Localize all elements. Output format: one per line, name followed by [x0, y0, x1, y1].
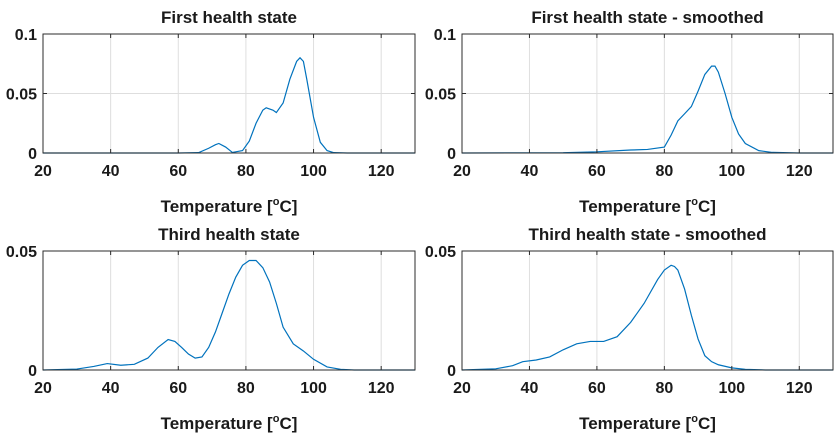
x-tick-label: 120 — [368, 163, 395, 180]
x-tick-label: 120 — [786, 380, 813, 397]
y-tick-label: 0.05 — [6, 244, 37, 261]
x-tick-label: 40 — [102, 380, 120, 397]
y-tick-label: 0.05 — [425, 244, 456, 261]
x-tick-label: 20 — [34, 380, 52, 397]
x-tick-label: 60 — [169, 163, 187, 180]
x-tick-label: 20 — [453, 380, 471, 397]
x-tick-label: 120 — [786, 163, 813, 180]
y-tick-label: 0.1 — [434, 27, 456, 44]
y-tick-label: 0.05 — [6, 87, 37, 104]
panel-third-health-state-smoothed: 20 40 60 80 100 120 0 0.05 Third health state -… — [425, 225, 834, 433]
x-tick-label: 100 — [300, 380, 327, 397]
panel-third-health-state: 20 40 60 80 100 120 0 0.05 Third health state T… — [6, 225, 416, 433]
x-tick-label: 80 — [237, 163, 255, 180]
series-line — [43, 56, 415, 154]
series-line — [461, 65, 833, 154]
chart-title: Third health state - smoothed — [528, 225, 766, 244]
x-tick-label: 20 — [34, 163, 52, 180]
y-tick-label: 0.1 — [15, 27, 37, 44]
series-line — [42, 259, 415, 371]
axes-box — [42, 250, 416, 371]
x-tick-label: 100 — [718, 163, 745, 180]
x-tick-label: 40 — [521, 163, 539, 180]
series-line — [461, 264, 833, 371]
axes-box — [461, 250, 834, 371]
y-tick-label: 0 — [447, 363, 456, 380]
x-axis-label: Temperature [oC] — [161, 413, 298, 433]
y-tick-label: 0.05 — [425, 87, 456, 104]
x-tick-label: 100 — [300, 163, 327, 180]
x-axis-label: Temperature [oC] — [161, 196, 298, 216]
chart-title: Third health state — [158, 225, 300, 244]
y-tick-label: 0 — [28, 146, 37, 163]
x-tick-label: 60 — [169, 380, 187, 397]
x-axis-label: Temperature [oC] — [579, 413, 716, 433]
y-tick-label: 0 — [447, 146, 456, 163]
panel-first-health-state-smoothed: 20 40 60 80 100 120 0 0.05 0.1 First health stat… — [425, 8, 834, 216]
x-tick-label: 60 — [588, 163, 606, 180]
x-tick-label: 80 — [655, 380, 673, 397]
x-tick-label: 120 — [368, 380, 395, 397]
chart-title: First health state - smoothed — [531, 8, 763, 27]
x-tick-label: 80 — [237, 380, 255, 397]
x-tick-label: 40 — [102, 163, 120, 180]
x-tick-label: 80 — [655, 163, 673, 180]
chart-title: First health state — [161, 8, 297, 27]
x-tick-label: 100 — [718, 380, 745, 397]
x-axis-label: Temperature [oC] — [579, 196, 716, 216]
panel-first-health-state: 20 40 60 80 100 120 0 0.05 0.1 First health stat… — [6, 8, 416, 216]
y-tick-label: 0 — [28, 363, 37, 380]
x-tick-label: 60 — [588, 380, 606, 397]
x-tick-label: 20 — [453, 163, 471, 180]
x-tick-label: 40 — [521, 380, 539, 397]
